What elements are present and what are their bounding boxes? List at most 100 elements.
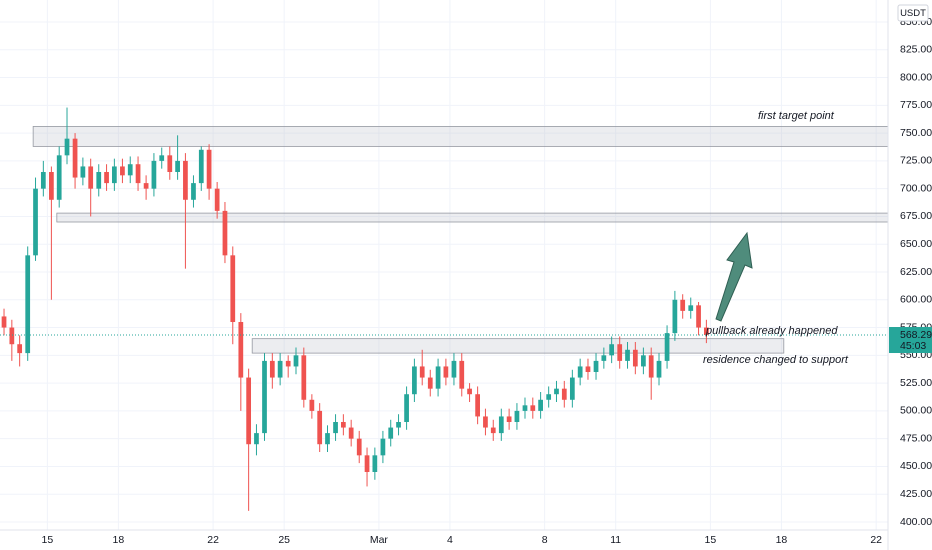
candle-body	[475, 394, 480, 417]
zone	[56, 212, 889, 223]
last-price-label: 568.29	[900, 329, 932, 341]
axes: 400.00425.00450.00475.00500.00525.00550.…	[42, 16, 932, 546]
y-tick-label: 650.00	[900, 238, 932, 250]
candle-body	[546, 394, 552, 400]
candle-body	[277, 360, 283, 378]
candle-body	[72, 138, 78, 178]
candle-body	[206, 149, 212, 189]
countdown: 45:03	[900, 340, 926, 352]
candle-body	[625, 349, 630, 361]
candle-body	[506, 416, 512, 422]
candle-body	[222, 210, 228, 256]
x-tick-label: 18	[113, 534, 125, 546]
candle-body	[680, 299, 686, 311]
candle-body	[301, 355, 307, 400]
candle-body	[396, 422, 401, 428]
candle-body	[688, 305, 694, 311]
candle-body	[404, 394, 409, 422]
candle-body	[490, 427, 496, 434]
candle-body	[451, 360, 457, 378]
candle-body	[704, 327, 709, 336]
candle-body	[561, 388, 567, 400]
y-tick-label: 500.00	[900, 405, 932, 417]
candle-body	[198, 149, 204, 184]
x-tick-label: 18	[776, 534, 788, 546]
candle-body	[372, 455, 378, 472]
candle-body	[17, 344, 23, 354]
candle-body	[443, 366, 449, 378]
candle-body	[238, 322, 244, 378]
y-tick-label: 450.00	[900, 460, 932, 472]
candle-body	[348, 427, 354, 439]
candle-body	[317, 410, 323, 445]
candle-body	[601, 355, 607, 361]
y-tick-label: 625.00	[900, 266, 932, 278]
y-tick-label: 400.00	[900, 516, 932, 528]
zone	[32, 126, 889, 147]
y-tick-label: 825.00	[900, 44, 932, 56]
candle-body	[467, 388, 472, 395]
candle-body	[230, 255, 236, 322]
y-tick-label: 525.00	[900, 377, 932, 389]
x-tick-label: 8	[542, 534, 548, 546]
candle-body	[25, 255, 31, 354]
candle-body	[356, 438, 362, 456]
candle-body	[530, 405, 536, 411]
x-tick-label: 22	[207, 534, 219, 546]
annotation: residence changed to support	[703, 354, 849, 366]
x-tick-label: 4	[447, 534, 453, 546]
candle-body	[609, 344, 615, 356]
candle-body	[333, 422, 338, 434]
candle-body	[285, 360, 291, 367]
y-tick-label: 800.00	[900, 71, 932, 83]
candles	[0, 107, 888, 511]
candle-body	[167, 155, 173, 172]
candle-body	[246, 377, 252, 445]
y-tick-label: 775.00	[900, 99, 932, 111]
candle-body	[112, 166, 117, 184]
candle-body	[380, 438, 386, 456]
y-tick-label: 475.00	[900, 432, 932, 444]
candle-body	[183, 160, 188, 200]
candle-body	[191, 183, 196, 200]
grid	[0, 0, 888, 530]
candle-body	[309, 399, 315, 411]
x-tick-label: 15	[705, 534, 717, 546]
candle-body	[664, 333, 670, 361]
candle-body	[617, 344, 623, 361]
y-tick-label: 725.00	[900, 155, 932, 167]
candle-body	[538, 399, 543, 411]
candle-body	[483, 416, 488, 428]
candle-body	[696, 305, 701, 328]
candle-body	[641, 355, 646, 367]
candle-body	[514, 410, 520, 422]
candle-body	[412, 366, 417, 395]
candle-body	[364, 455, 370, 472]
zone	[251, 338, 785, 354]
candle-body	[104, 172, 109, 184]
candle-body	[159, 155, 165, 161]
candle-body	[96, 172, 102, 189]
y-tick-label: 700.00	[900, 182, 932, 194]
x-tick-label: 11	[610, 534, 621, 546]
x-tick-label: 15	[42, 534, 54, 546]
y-tick-label: 750.00	[900, 127, 932, 139]
candle-body	[151, 160, 157, 189]
candle-body	[593, 360, 599, 372]
candle-body	[254, 433, 259, 445]
candle-body	[143, 183, 149, 189]
candle-body	[632, 349, 638, 367]
candle-body	[459, 360, 465, 389]
candle-body	[1, 316, 7, 328]
candle-body	[120, 166, 125, 176]
candle-body	[269, 360, 275, 378]
candle-body	[64, 138, 70, 156]
candle-body	[135, 164, 141, 184]
candle-body	[435, 366, 441, 389]
candle-body	[522, 405, 528, 411]
candle-body	[672, 299, 678, 334]
y-tick-label: 675.00	[900, 210, 932, 222]
candle-body	[33, 188, 38, 256]
